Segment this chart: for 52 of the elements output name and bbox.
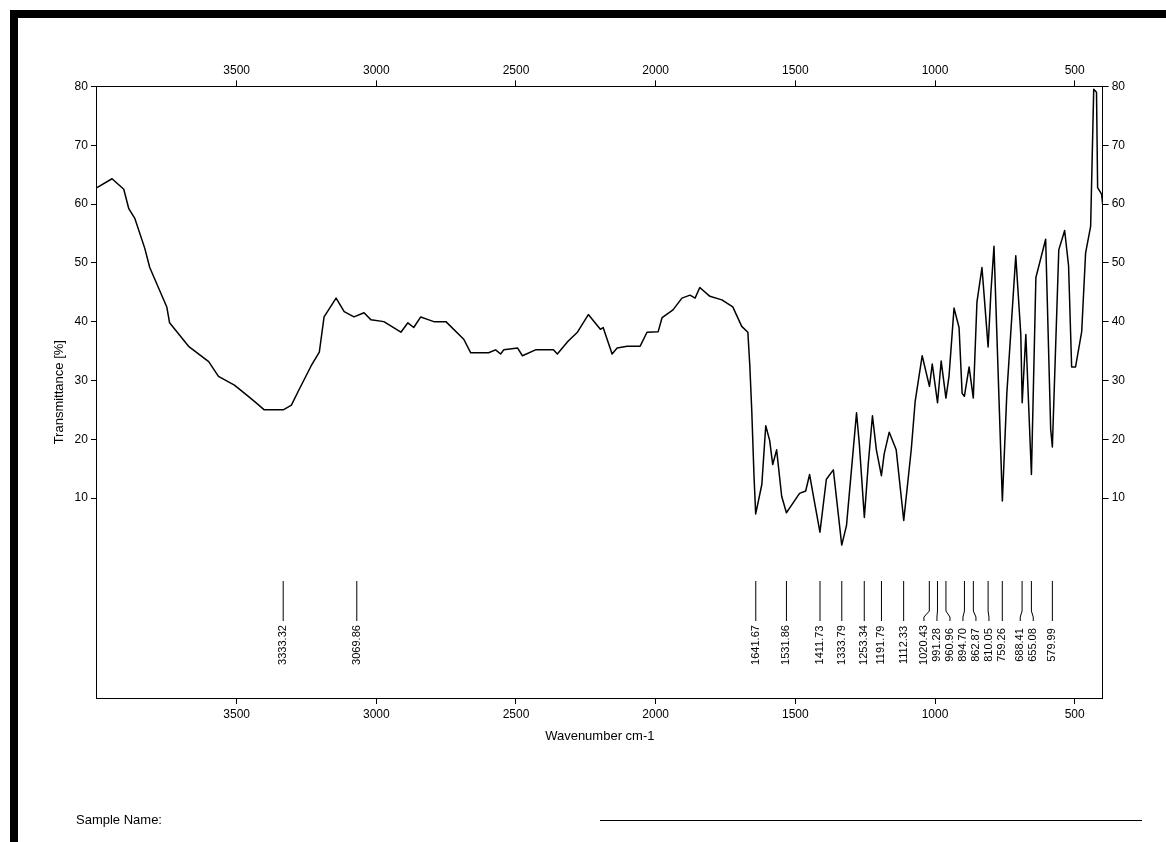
x-tick-label: 1000: [921, 706, 949, 721]
y2-tick-label: 80: [1111, 78, 1126, 93]
ref-line-label: 579.99: [1045, 628, 1058, 662]
y2-tick-label: 10: [1111, 490, 1126, 505]
y2-tick-label: 70: [1111, 137, 1126, 152]
x-tick-label: 3000: [362, 706, 390, 721]
x2-tick-label: 500: [1064, 62, 1086, 77]
ref-line-label: 3333.32: [276, 625, 289, 665]
ref-line-label: 1411.73: [813, 625, 826, 665]
ref-line-label: 1112.33: [896, 625, 909, 665]
x2-tick-label: 2500: [502, 62, 530, 77]
x-tick-label: 2000: [642, 706, 670, 721]
ref-line-label: 655.08: [1026, 628, 1039, 662]
ref-line-label: 894.70: [955, 628, 968, 662]
ref-line-label: 810.05: [981, 628, 994, 662]
x-tick-label: 1500: [782, 706, 810, 721]
ref-line-label: 1531.86: [779, 625, 792, 665]
x2-tick-label: 2000: [642, 62, 670, 77]
ref-line-label: 1333.79: [834, 625, 847, 665]
ref-line-label: 862.87: [968, 628, 981, 662]
ref-line-label: 960.96: [942, 628, 955, 662]
x-tick-label: 3500: [223, 706, 251, 721]
y-tick-label: 80: [74, 78, 89, 93]
x-axis-title: Wavenumber cm-1: [545, 727, 655, 743]
x-tick-label: 500: [1064, 706, 1086, 721]
y2-tick-label: 20: [1111, 431, 1126, 446]
x2-tick-label: 1000: [921, 62, 949, 77]
y-tick-label: 70: [74, 137, 89, 152]
y2-tick-label: 30: [1111, 372, 1126, 387]
ref-line-label: 1253.34: [857, 625, 870, 665]
y2-tick-label: 40: [1111, 313, 1126, 328]
x-tick-label: 2500: [502, 706, 530, 721]
y-tick-label: 10: [74, 490, 89, 505]
y-tick-label: 40: [74, 313, 89, 328]
ref-line-label: 3069.86: [349, 625, 362, 665]
y-tick-label: 20: [74, 431, 89, 446]
y-tick-label: 30: [74, 372, 89, 387]
y-tick-label: 50: [74, 255, 89, 270]
ref-line-label: 1641.67: [748, 625, 761, 665]
ref-line-label: 1191.79: [874, 625, 887, 665]
ref-line-label: 991.28: [929, 628, 942, 662]
y-axis-title: Transmittance [%]: [51, 340, 67, 445]
y-tick-label: 60: [74, 196, 89, 211]
x2-tick-label: 1500: [782, 62, 810, 77]
y2-tick-label: 50: [1111, 255, 1126, 270]
x2-tick-label: 3000: [362, 62, 390, 77]
ref-line-label: 1020.43: [916, 625, 929, 665]
x2-tick-label: 3500: [223, 62, 251, 77]
y2-tick-label: 60: [1111, 196, 1126, 211]
text: Sample Name:: [76, 812, 162, 827]
ref-line-label: 759.26: [995, 628, 1008, 662]
ref-line-label: 688.41: [1013, 628, 1026, 662]
